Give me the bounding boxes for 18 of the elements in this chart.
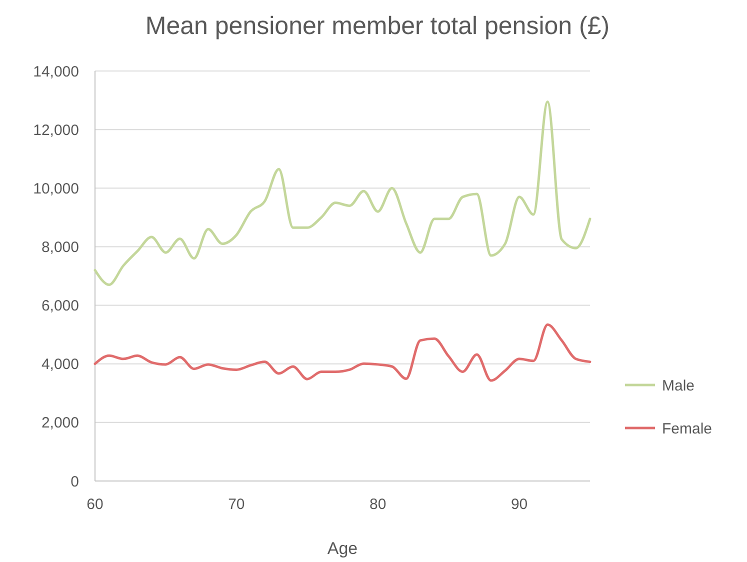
line-series — [94, 323, 592, 382]
y-tick-label: 14,000 — [33, 63, 79, 80]
y-tick-label: 8,000 — [41, 238, 79, 256]
y-tick-label: 6,000 — [41, 298, 79, 315]
y-tick-label: 10,000 — [33, 180, 79, 198]
x-axis-title: Age — [327, 539, 358, 558]
chart-title: Mean pensioner member total pension (£) — [145, 12, 610, 40]
x-tick-label: 80 — [370, 496, 386, 513]
y-tick-label: 4,000 — [41, 356, 79, 374]
x-tick-label: 90 — [510, 496, 528, 513]
y-tick-label: 0 — [70, 473, 79, 490]
x-tick-label: 60 — [86, 496, 104, 513]
y-tick-label: 12,000 — [33, 122, 79, 139]
legend-label: Male — [662, 377, 695, 394]
legend-label: Female — [662, 420, 712, 438]
x-tick-label: 70 — [228, 496, 245, 513]
line-series — [94, 100, 592, 286]
y-tick-label: 2,000 — [41, 414, 79, 432]
